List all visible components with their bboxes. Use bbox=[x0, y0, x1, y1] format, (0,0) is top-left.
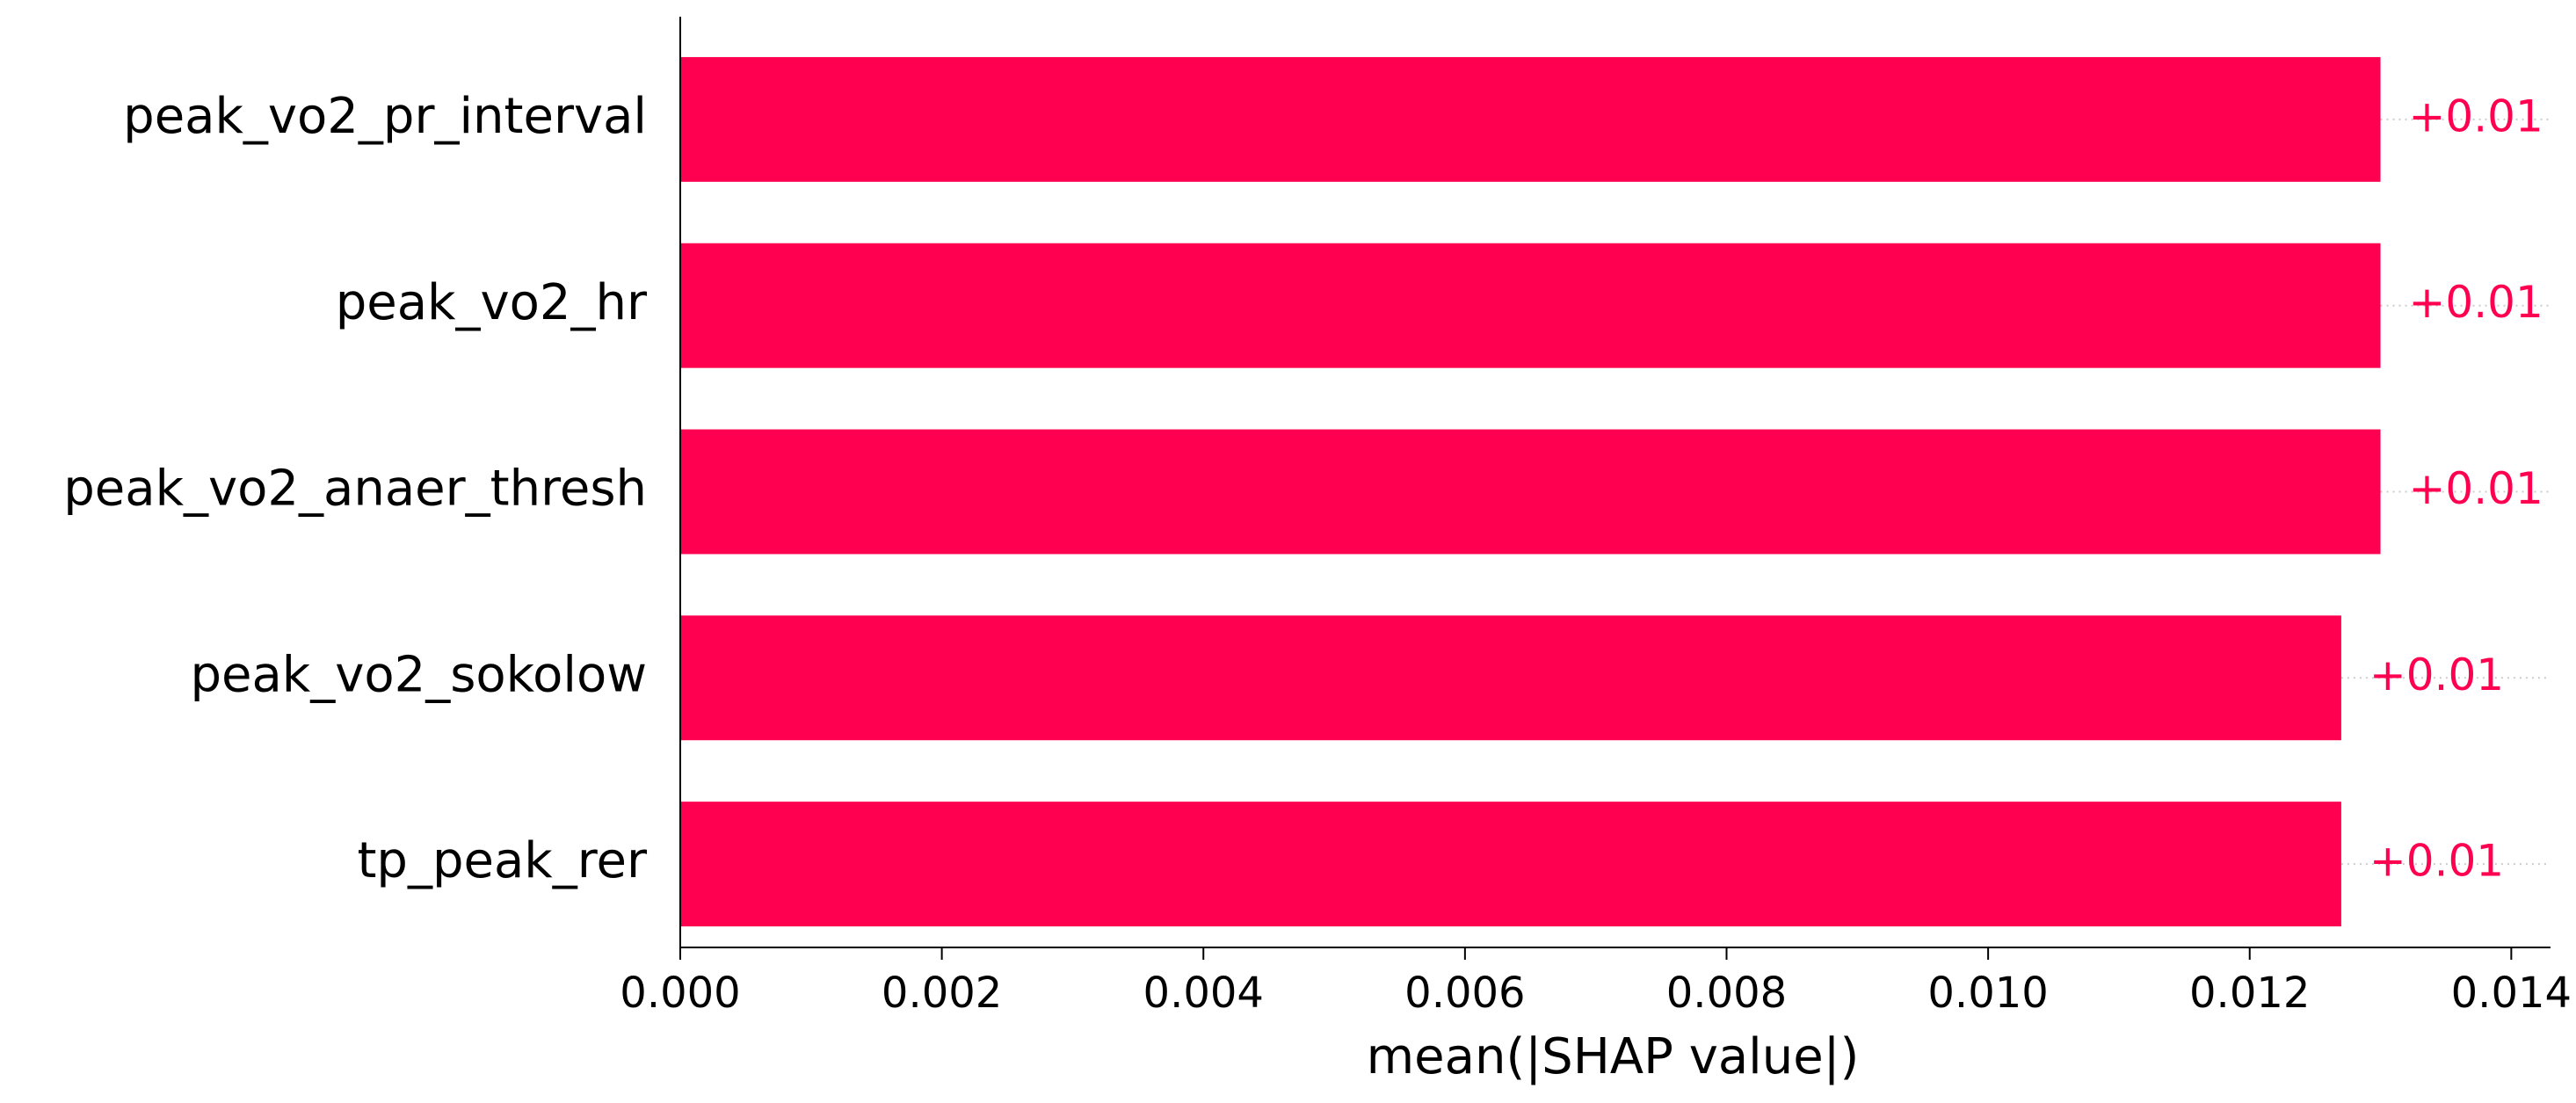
value-label: +0.01 bbox=[2409, 277, 2543, 328]
x-tick-label: 0.004 bbox=[1143, 969, 1264, 1018]
y-tick-label: peak_vo2_anaer_thresh bbox=[63, 461, 647, 518]
y-tick-label: peak_vo2_pr_interval bbox=[123, 88, 647, 145]
x-tick-label: 0.014 bbox=[2451, 969, 2572, 1018]
y-tick-label: peak_vo2_sokolow bbox=[190, 646, 647, 703]
value-label: +0.01 bbox=[2369, 649, 2504, 700]
x-tick-label: 0.002 bbox=[882, 969, 1002, 1018]
bar bbox=[680, 56, 2381, 182]
value-label: +0.01 bbox=[2369, 836, 2504, 887]
y-tick-label: peak_vo2_hr bbox=[336, 274, 648, 331]
value-label: +0.01 bbox=[2409, 91, 2543, 142]
x-tick-label: 0.006 bbox=[1404, 969, 1525, 1018]
y-tick-label: tp_peak_rer bbox=[357, 832, 647, 889]
bar bbox=[680, 429, 2381, 555]
value-label: +0.01 bbox=[2409, 463, 2543, 514]
x-tick-label: 0.000 bbox=[620, 969, 740, 1018]
bar bbox=[680, 243, 2381, 368]
x-tick-label: 0.008 bbox=[1666, 969, 1787, 1018]
bar bbox=[680, 802, 2341, 927]
x-tick-label: 0.010 bbox=[1927, 969, 2048, 1018]
x-tick-label: 0.012 bbox=[2189, 969, 2310, 1018]
bar bbox=[680, 615, 2341, 741]
x-axis-label: mean(|SHAP value|) bbox=[1367, 1028, 1860, 1085]
